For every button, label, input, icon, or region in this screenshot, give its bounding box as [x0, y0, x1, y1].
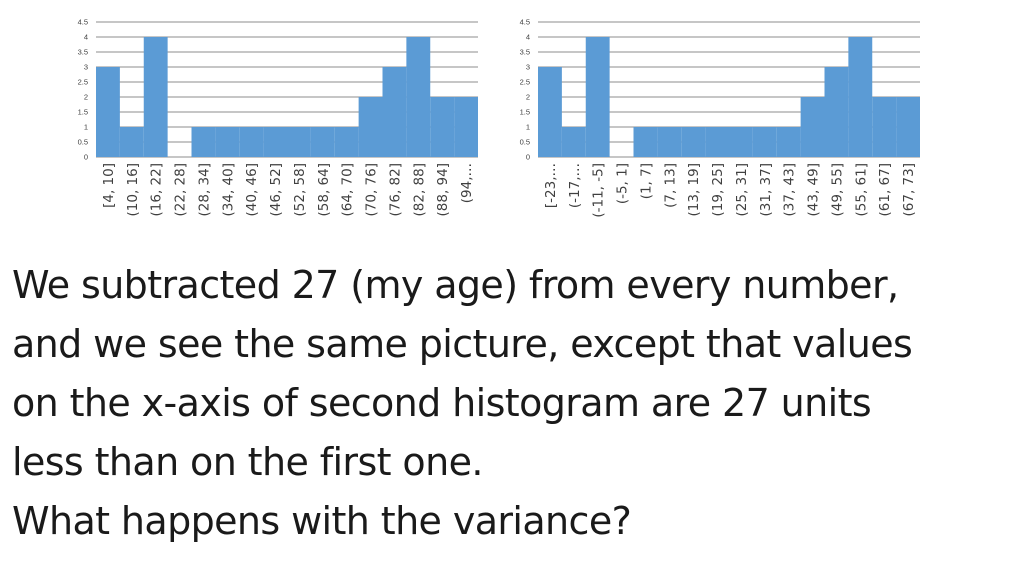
- x-tick-label: (94,…: [459, 163, 475, 203]
- x-tick-label: (13, 19]: [686, 163, 702, 216]
- bar: [848, 37, 873, 157]
- x-tick-label: (46, 52]: [268, 163, 284, 216]
- y-tick-label: 3.5: [78, 48, 88, 57]
- x-tick-label: (67, 73]: [901, 163, 917, 216]
- y-tick-label: 4: [526, 33, 530, 42]
- bar: [538, 67, 562, 157]
- bar: [334, 127, 359, 157]
- bar: [454, 97, 478, 157]
- x-tick-label: (16, 22]: [149, 163, 165, 216]
- x-tick-label: [-23,…: [543, 163, 559, 208]
- y-tick-label: 4: [84, 33, 88, 42]
- y-tick-label: 0: [526, 153, 530, 162]
- chart-svg: 0 0.5 1 1.5 2 2.5 3 3.5 4 4.5 [4, 10] (10, 16] (16, …: [78, 18, 478, 216]
- x-tick-label: (52, 58]: [292, 163, 308, 216]
- y-tick-label: 2.5: [520, 78, 530, 87]
- x-tick-label: (-17,…: [567, 163, 583, 208]
- x-tick-label: (82, 88]: [411, 163, 427, 216]
- bar: [239, 127, 264, 157]
- text-line-3: on the x-axis of second histogram are 27…: [12, 381, 872, 425]
- bar: [310, 127, 335, 157]
- bar: [896, 97, 920, 157]
- x-axis: [4, 10] (10, 16] (16, 22] (22, 28] (28, 34] (…: [101, 163, 475, 216]
- y-tick-label: 2: [84, 93, 88, 102]
- x-tick-label: (70, 76]: [364, 163, 380, 216]
- x-tick-label: (10, 16]: [125, 163, 141, 216]
- bar: [657, 127, 682, 157]
- bar: [287, 127, 311, 157]
- x-tick-label: (31, 37]: [758, 163, 774, 216]
- text-line-1: We subtracted 27 (my age) from every num…: [12, 263, 899, 307]
- bar: [215, 127, 240, 157]
- histogram-original: 0 0.5 1 1.5 2 2.5 3 3.5 4 4.5 [4, 10] (10, 16] (16, …: [58, 12, 478, 232]
- x-tick-label: (7, 13]: [662, 163, 678, 208]
- bar: [752, 127, 777, 157]
- bar: [191, 127, 216, 157]
- y-tick-label: 0: [84, 153, 88, 162]
- bar: [585, 37, 610, 157]
- x-tick-label: (19, 25]: [710, 163, 726, 216]
- bars: [538, 37, 920, 157]
- x-tick-label: (64, 70]: [340, 163, 356, 216]
- bar: [824, 67, 849, 157]
- x-axis: [-23,… (-17,… (-11, -5] (-5, 1] (1, 7] (7, 13…: [543, 163, 917, 218]
- y-tick-label: 1.5: [78, 108, 88, 117]
- chart-svg: 0 0.5 1 1.5 2 2.5 3 3.5 4 4.5 [-23,… (-17,… (-11, -5…: [520, 18, 920, 218]
- text-line-4: less than on the first one.: [12, 440, 483, 484]
- y-tick-label: 4.5: [78, 18, 88, 27]
- text-line-5: What happens with the variance?: [12, 499, 632, 543]
- bar: [263, 127, 287, 157]
- x-tick-label: (40, 46]: [244, 163, 260, 216]
- bar: [800, 97, 825, 157]
- bar: [705, 127, 729, 157]
- x-tick-label: (37, 43]: [782, 163, 798, 216]
- y-tick-label: 1: [84, 123, 88, 132]
- bar: [358, 97, 383, 157]
- slide-body-text: We subtracted 27 (my age) from every num…: [12, 256, 1017, 551]
- x-tick-label: (28, 34]: [196, 163, 212, 216]
- x-tick-label: (61, 67]: [877, 163, 893, 216]
- y-tick-label: 3: [526, 63, 530, 72]
- x-tick-label: (58, 64]: [316, 163, 332, 216]
- bar: [430, 97, 455, 157]
- x-tick-label: (88, 94]: [435, 163, 451, 216]
- text-line-2: and we see the same picture, except that…: [12, 322, 913, 366]
- x-tick-label: (-11, -5]: [591, 163, 607, 218]
- x-tick-label: (49, 55]: [829, 163, 845, 216]
- x-tick-label: (22, 28]: [173, 163, 189, 216]
- bar: [119, 127, 144, 157]
- y-tick-label: 2: [526, 93, 530, 102]
- histogram-shifted: 0 0.5 1 1.5 2 2.5 3 3.5 4 4.5 [-23,… (-17,… (-11, -5…: [500, 12, 920, 232]
- bar: [406, 37, 431, 157]
- y-tick-label: 3.5: [520, 48, 530, 57]
- y-tick-label: 4.5: [520, 18, 530, 27]
- x-tick-label: (43, 49]: [806, 163, 822, 216]
- y-tick-label: 3: [84, 63, 88, 72]
- bar: [96, 67, 120, 157]
- bar: [776, 127, 801, 157]
- y-tick-label: 1.5: [520, 108, 530, 117]
- x-tick-label: [4, 10]: [101, 163, 117, 208]
- x-tick-label: (55, 61]: [853, 163, 869, 216]
- bar: [729, 127, 753, 157]
- y-tick-label: 0.5: [520, 138, 530, 147]
- bars: [96, 37, 478, 157]
- bar: [633, 127, 658, 157]
- x-tick-label: (25, 31]: [734, 163, 750, 216]
- bar: [561, 127, 586, 157]
- bar: [681, 127, 706, 157]
- y-tick-label: 1: [526, 123, 530, 132]
- y-tick-label: 2.5: [78, 78, 88, 87]
- x-tick-label: (-5, 1]: [615, 163, 631, 204]
- x-tick-label: (76, 82]: [387, 163, 403, 216]
- bar: [382, 67, 407, 157]
- bar: [872, 97, 897, 157]
- y-tick-label: 0.5: [78, 138, 88, 147]
- bar: [143, 37, 168, 157]
- x-tick-label: (34, 40]: [220, 163, 236, 216]
- x-tick-label: (1, 7]: [638, 163, 654, 199]
